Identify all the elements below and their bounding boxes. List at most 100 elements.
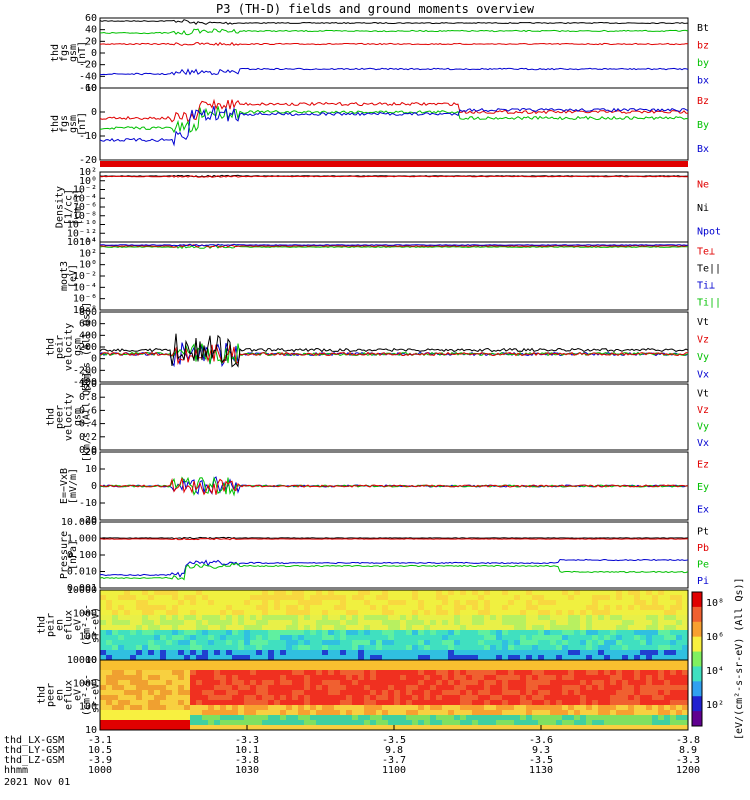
spectro-cell	[154, 645, 160, 650]
spectro-cell	[526, 600, 532, 605]
spectro-cell	[574, 710, 580, 715]
spectro-cell	[124, 660, 130, 665]
footer-value: -3.1	[88, 735, 112, 746]
spectro-cell	[586, 665, 592, 670]
spectro-cell	[664, 630, 670, 635]
spectro-cell	[628, 715, 634, 720]
spectro-cell	[244, 650, 250, 655]
spectro-cell	[106, 615, 112, 620]
spectro-cell	[100, 620, 106, 625]
spectro-cell	[286, 635, 292, 640]
spectro-cell	[682, 635, 688, 640]
spectro-cell	[136, 660, 142, 665]
spectro-cell	[556, 680, 562, 685]
spectro-cell	[166, 670, 172, 675]
spectro-cell	[484, 685, 490, 690]
spectro-cell	[148, 725, 154, 730]
spectro-cell	[370, 615, 376, 620]
spectro-cell	[280, 590, 286, 595]
spectro-cell	[430, 725, 436, 730]
spectro-cell	[466, 590, 472, 595]
spectro-cell	[382, 705, 388, 710]
spectro-cell	[322, 690, 328, 695]
spectro-cell	[304, 640, 310, 645]
spectro-cell	[346, 660, 352, 665]
spectro-cell	[358, 595, 364, 600]
spectro-cell	[394, 690, 400, 695]
spectro-cell	[640, 615, 646, 620]
ylabel-line: [km/s (All Qs)]	[82, 372, 93, 462]
spectro-cell	[478, 715, 484, 720]
legend-by: by	[697, 58, 709, 69]
spectro-cell	[622, 650, 628, 655]
spectro-cell	[496, 715, 502, 720]
spectro-cell	[352, 690, 358, 695]
spectro-cell	[124, 625, 130, 630]
spectro-cell	[196, 725, 202, 730]
spectro-cell	[340, 640, 346, 645]
spectro-cell	[532, 685, 538, 690]
spectro-cell	[406, 700, 412, 705]
spectro-cell	[244, 640, 250, 645]
ytick-label: 60	[85, 13, 97, 24]
spectro-cell	[514, 640, 520, 645]
spectro-cell	[328, 660, 334, 665]
spectro-cell	[148, 710, 154, 715]
spectro-cell	[562, 725, 568, 730]
spectro-cell	[136, 720, 142, 725]
spectro-cell	[250, 685, 256, 690]
spectro-cell	[382, 670, 388, 675]
spectro-cell	[190, 590, 196, 595]
spectro-cell	[652, 625, 658, 630]
spectro-cell	[274, 720, 280, 725]
spectro-cell	[670, 650, 676, 655]
spectro-cell	[490, 690, 496, 695]
spectro-cell	[142, 715, 148, 720]
spectro-cell	[490, 705, 496, 710]
ytick-label: 10⁻⁴	[73, 282, 97, 293]
spectro-cell	[172, 625, 178, 630]
spectro-cell	[142, 600, 148, 605]
spectro-cell	[136, 680, 142, 685]
spectro-cell	[466, 660, 472, 665]
spectro-cell	[490, 595, 496, 600]
footer-label: thd_LY-GSM	[4, 745, 64, 756]
spectro-cell	[646, 685, 652, 690]
spectro-cell	[502, 725, 508, 730]
spectro-cell	[274, 645, 280, 650]
spectro-cell	[130, 675, 136, 680]
spectro-cell	[184, 640, 190, 645]
spectro-cell	[208, 715, 214, 720]
spectro-cell	[352, 680, 358, 685]
spectro-cell	[514, 675, 520, 680]
spectro-cell	[250, 625, 256, 630]
spectro-cell	[478, 675, 484, 680]
spectro-cell	[634, 605, 640, 610]
spectro-cell	[346, 700, 352, 705]
spectro-cell	[616, 660, 622, 665]
spectro-cell	[280, 610, 286, 615]
spectro-cell	[376, 645, 382, 650]
spectro-cell	[280, 690, 286, 695]
ylabel-line: fgs	[59, 44, 70, 62]
spectro-cell	[520, 660, 526, 665]
spectro-cell	[286, 650, 292, 655]
spectro-cell	[154, 615, 160, 620]
spectro-cell	[592, 590, 598, 595]
spectro-cell	[544, 605, 550, 610]
spectro-cell	[148, 700, 154, 705]
spectro-cell	[334, 670, 340, 675]
spectro-cell	[466, 710, 472, 715]
spectro-cell	[310, 640, 316, 645]
spectro-cell	[160, 605, 166, 610]
spectro-cell	[184, 685, 190, 690]
spectro-cell	[304, 670, 310, 675]
spectro-cell	[460, 680, 466, 685]
spectro-cell	[346, 635, 352, 640]
spectro-cell	[250, 610, 256, 615]
spectro-cell	[580, 720, 586, 725]
spectro-cell	[208, 630, 214, 635]
spectro-cell	[112, 665, 118, 670]
spectro-cell	[262, 650, 268, 655]
spectro-cell	[526, 630, 532, 635]
